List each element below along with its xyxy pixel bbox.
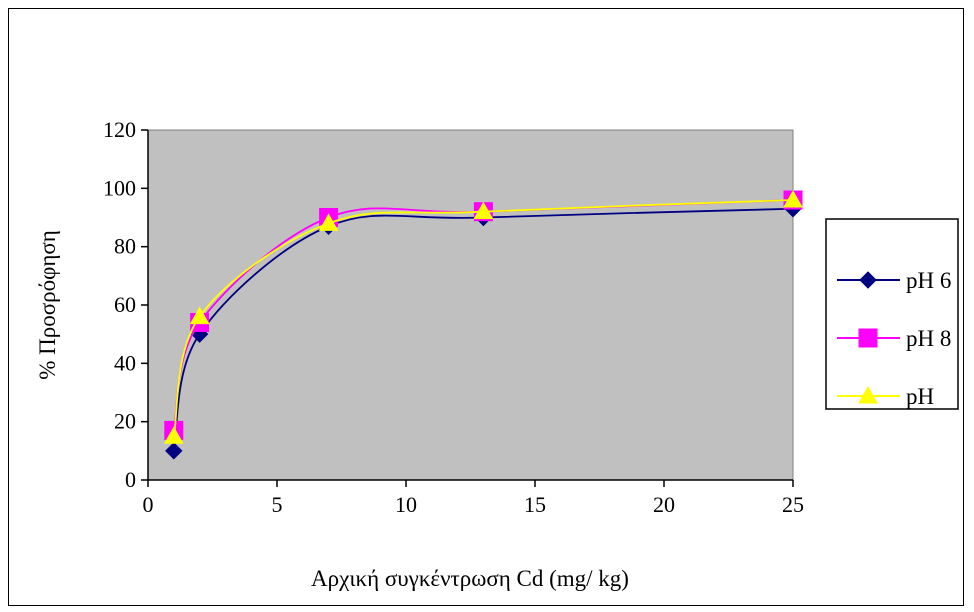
series-point <box>163 426 184 444</box>
legend-marker <box>858 328 878 348</box>
y-axis-label: % Προσρόφηση <box>35 230 60 380</box>
series-2 <box>163 189 803 444</box>
y-tick-label: 120 <box>103 117 136 142</box>
x-tick-label: 0 <box>143 492 154 517</box>
legend-label: pH <box>906 384 934 409</box>
series-point <box>318 213 339 231</box>
x-tick-label: 15 <box>524 492 546 517</box>
x-tick-label: 20 <box>653 492 675 517</box>
series-point <box>165 442 183 460</box>
legend-marker <box>859 271 877 289</box>
legend-label: pH 8 <box>906 326 951 351</box>
y-tick-label: 40 <box>114 350 136 375</box>
series-layer <box>163 189 803 460</box>
legend-label: pH 6 <box>906 268 951 293</box>
series-line <box>172 199 794 437</box>
legend-item: pH 8 <box>837 326 951 351</box>
legend: pH 6 pH 8 pH <box>825 218 959 410</box>
x-tick-label: 25 <box>782 492 804 517</box>
y-tick-label: 20 <box>114 409 136 434</box>
y-tick-label: 100 <box>103 175 136 200</box>
y-tick-label: 80 <box>114 234 136 259</box>
y-tick-label: 0 <box>125 467 136 492</box>
legend-item: pH <box>837 384 934 409</box>
x-tick-label: 5 <box>272 492 283 517</box>
series-point <box>783 189 803 208</box>
series-point <box>473 201 494 220</box>
legend-items: pH 6 pH 8 pH <box>837 268 951 409</box>
y-tick-label: 60 <box>114 292 136 317</box>
x-tick-label: 10 <box>395 492 417 517</box>
legend-item: pH 6 <box>837 268 951 293</box>
axes-layer: 0 20 40 60 80 100 120 0 5 10 15 20 25 <box>103 117 804 517</box>
legend-box <box>825 218 959 410</box>
legend-marker <box>858 385 878 404</box>
plot-area <box>147 129 794 481</box>
x-axis-label: Αρχική συγκέντρωση Cd (mg/ kg) <box>311 566 629 591</box>
series-point <box>189 306 210 325</box>
series-line <box>172 207 794 452</box>
